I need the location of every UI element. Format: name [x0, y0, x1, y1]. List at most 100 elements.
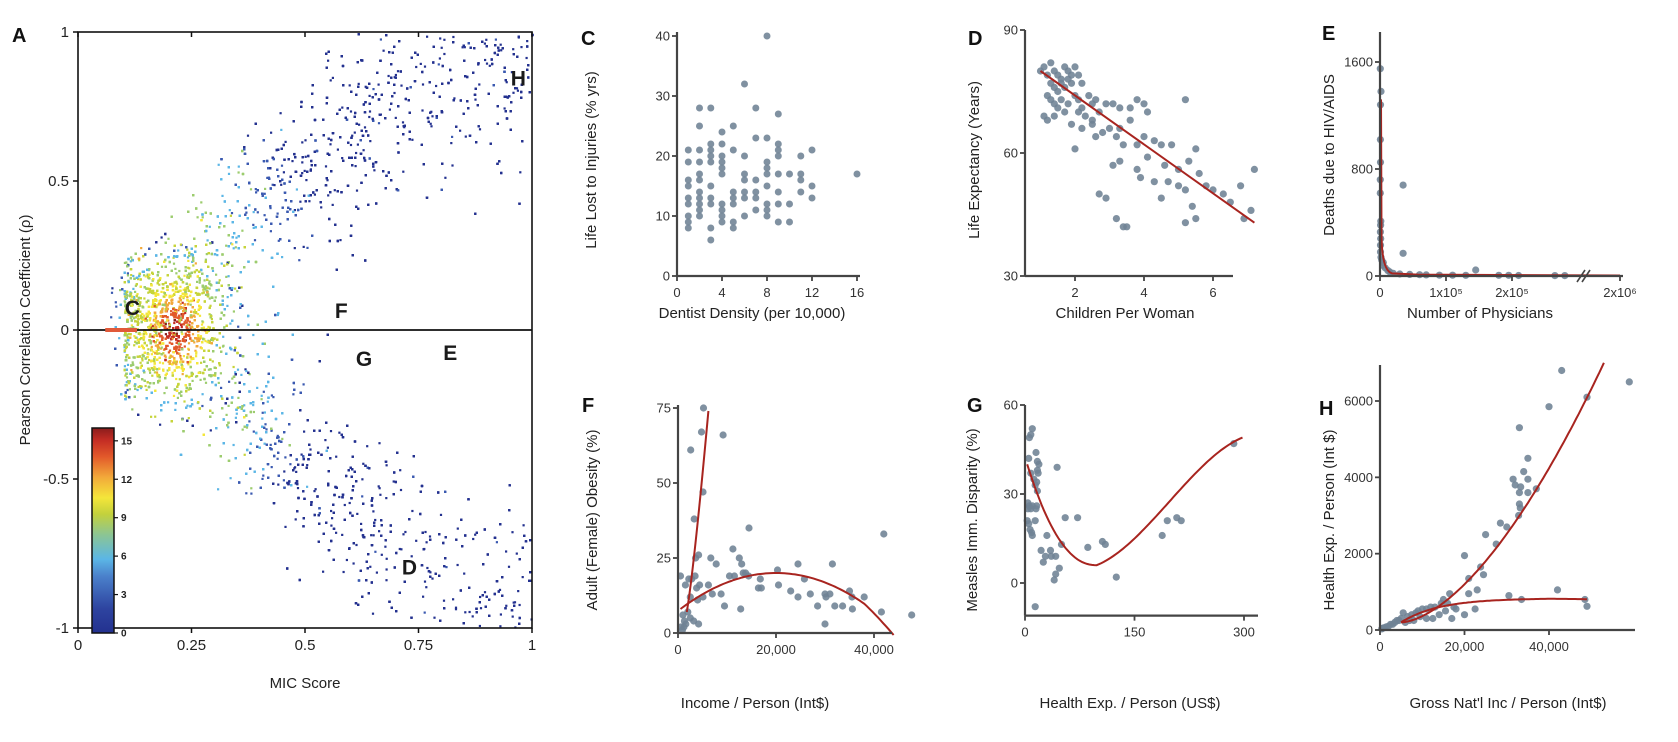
density-point — [273, 184, 276, 187]
density-point — [240, 373, 243, 376]
density-point — [130, 274, 133, 277]
density-point — [235, 412, 238, 415]
density-point — [126, 388, 129, 392]
density-point — [218, 364, 221, 367]
density-point — [478, 624, 481, 628]
density-point — [151, 335, 154, 338]
density-point — [130, 369, 133, 372]
density-point — [218, 346, 221, 349]
density-point — [229, 214, 232, 217]
density-point — [204, 258, 207, 261]
density-point — [234, 416, 237, 419]
density-point — [131, 304, 134, 307]
density-point — [123, 293, 126, 296]
density-point — [127, 343, 131, 346]
density-point — [378, 442, 381, 445]
density-point — [208, 313, 211, 316]
density-point — [125, 376, 129, 379]
density-point — [217, 488, 220, 491]
density-point — [372, 510, 375, 513]
density-point — [248, 373, 251, 376]
density-point — [138, 338, 142, 341]
density-point — [220, 262, 223, 265]
density-point — [329, 143, 332, 146]
density-point — [437, 63, 440, 66]
density-point — [398, 547, 401, 551]
density-point — [134, 284, 137, 287]
density-point — [424, 530, 427, 534]
density-point — [232, 443, 235, 447]
density-point — [144, 384, 147, 388]
density-point — [362, 462, 365, 465]
density-point — [198, 339, 201, 342]
density-point — [464, 135, 467, 138]
density-point — [277, 436, 280, 439]
density-point — [265, 428, 268, 431]
density-point — [123, 295, 127, 298]
density-point — [201, 404, 204, 408]
density-point — [302, 383, 305, 386]
density-point — [124, 310, 127, 313]
density-point — [225, 275, 228, 278]
density-point — [341, 106, 344, 109]
density-point — [349, 110, 353, 113]
density-point — [253, 239, 257, 242]
density-point — [360, 522, 363, 525]
density-point — [277, 239, 280, 242]
density-point — [456, 563, 459, 567]
density-point — [345, 558, 348, 562]
density-point — [183, 335, 186, 339]
density-point — [454, 606, 458, 609]
density-point — [385, 497, 388, 500]
density-point — [348, 501, 351, 505]
density-point — [115, 305, 118, 308]
density-point — [269, 443, 272, 446]
density-point — [188, 267, 191, 270]
density-point — [343, 503, 346, 507]
density-point — [214, 296, 217, 299]
density-point — [168, 296, 171, 299]
density-point — [516, 89, 519, 92]
density-point — [186, 274, 189, 277]
density-point — [374, 518, 377, 522]
density-point — [217, 381, 220, 384]
density-point — [505, 550, 508, 553]
density-point — [474, 533, 477, 536]
density-point — [366, 445, 369, 448]
density-point — [166, 344, 169, 347]
panel-letter-a: A — [12, 25, 26, 47]
density-point — [160, 236, 163, 239]
density-point — [234, 287, 237, 290]
density-point — [226, 296, 229, 299]
density-point — [125, 395, 128, 399]
density-point — [468, 610, 471, 614]
density-point — [377, 83, 380, 86]
density-point — [387, 74, 390, 78]
density-point — [276, 313, 279, 317]
density-point — [162, 321, 165, 324]
density-point — [394, 73, 397, 77]
density-point — [483, 42, 486, 45]
density-point — [168, 349, 171, 352]
density-point — [154, 415, 157, 418]
density-point — [270, 131, 273, 134]
density-point — [125, 381, 128, 384]
density-point — [518, 603, 521, 607]
density-point — [444, 176, 447, 179]
density-point — [132, 287, 135, 290]
density-point — [425, 586, 428, 589]
density-point — [165, 347, 168, 350]
density-point — [254, 188, 257, 191]
density-point — [215, 273, 218, 276]
density-point — [158, 352, 161, 355]
density-point — [181, 301, 184, 304]
density-point — [202, 288, 205, 291]
density-point — [159, 423, 162, 426]
density-point — [127, 302, 130, 305]
density-point — [277, 483, 280, 486]
density-point — [485, 62, 489, 65]
density-point — [517, 590, 520, 593]
density-point — [228, 380, 231, 383]
density-point — [167, 237, 170, 240]
density-point — [182, 355, 185, 358]
